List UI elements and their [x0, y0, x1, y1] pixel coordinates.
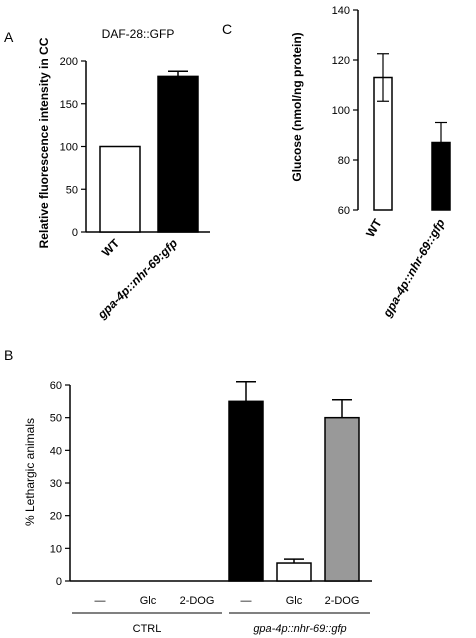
panel-b-category-label-3: —: [241, 595, 252, 607]
panel-c-category-label-1: gpa-4p::nhr-69::gfp: [380, 217, 448, 321]
panel-b-y-tick-label-2: 20: [50, 511, 62, 523]
panel-a-y-tick-label-4: 200: [60, 56, 78, 68]
panel-b-y-tick-label-4: 40: [50, 445, 62, 457]
panel-c-y-tick-label-4: 140: [332, 5, 350, 17]
panel-label-a: A: [4, 29, 14, 45]
panel-b-y-tick-label-3: 30: [50, 478, 62, 490]
panel-b-y-tick-label-5: 50: [50, 413, 62, 425]
panel-a-y-tick-label-1: 50: [66, 184, 78, 196]
panel-a-title: DAF-28::GFP: [102, 27, 175, 41]
panel-b-y-axis-label: % Lethargic animals: [23, 418, 37, 526]
panel-a-y-tick-label-3: 150: [60, 99, 78, 111]
panel-b-y-tick-label-6: 60: [50, 380, 62, 392]
panel-b-category-label-1: Glc: [140, 595, 157, 607]
panel-a-y-axis-label: Relative fluorescence intensity in CC: [37, 37, 51, 248]
panel-c-y-tick-label-1: 80: [338, 155, 350, 167]
panel-b-y-tick-label-1: 10: [50, 543, 62, 555]
panel-b-category-label-5: 2-DOG: [325, 595, 360, 607]
panel-c-y-tick-label-0: 60: [338, 205, 350, 217]
panel-label-c: C: [222, 21, 232, 37]
panel-c-y-axis-label: Glucose (nmol/ng protein): [290, 32, 304, 181]
panel-b-category-label-4: Glc: [286, 595, 303, 607]
panel-b-bar-5: [324, 416, 360, 582]
panel-c-category-label-0: WT: [363, 216, 385, 240]
panel-a-y-tick-label-0: 0: [72, 227, 78, 239]
panel-c-y-tick-label-2: 100: [332, 105, 350, 117]
panel-c-y-tick-label-3: 120: [332, 55, 350, 67]
panel-label-b: B: [4, 347, 13, 363]
panel-b-bar-4: [276, 562, 312, 582]
panel-b-category-label-0: —: [95, 595, 106, 607]
group-label-transgenic: gpa-4p::nhr-69::gfp: [253, 623, 346, 635]
panel-a-bar-1: [157, 75, 199, 233]
panel-a-category-label-0: WT: [99, 236, 123, 260]
panel-a-y-tick-label-2: 100: [60, 142, 78, 154]
panel-b-bar-3: [228, 400, 264, 582]
panel-b-category-label-2: 2-DOG: [180, 595, 215, 607]
panel-b-y-tick-label-0: 0: [56, 576, 62, 588]
panel-a-bar-0: [99, 145, 141, 233]
group-label-ctrl: CTRL: [133, 623, 162, 635]
